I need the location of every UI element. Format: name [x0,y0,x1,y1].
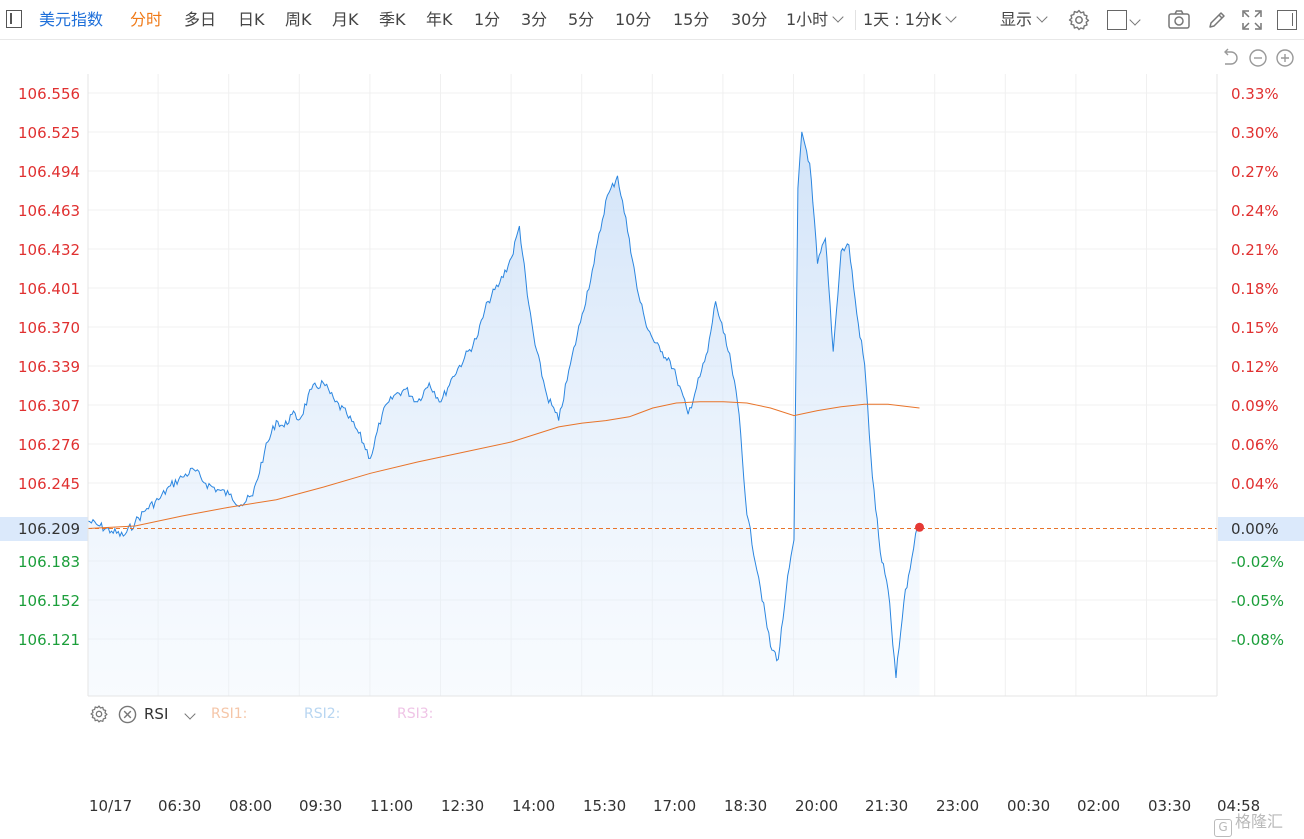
y-right-tick: 0.18% [1231,280,1279,298]
y-left-tick: 106.556 [18,85,81,103]
range-select[interactable]: 1天 : 1分K [863,0,958,40]
logo-icon: G [1214,819,1232,837]
last-price-dot [915,522,925,532]
rsi-label[interactable]: RSI [144,705,169,723]
current-price-marker-right [1218,517,1304,541]
y-right-tick: 0.21% [1231,241,1279,259]
y-right-tick: 0.33% [1231,85,1279,103]
x-tick: 08:00 [229,797,273,815]
x-tick: 12:30 [441,797,485,815]
rsi1-value: RSI1: [211,706,248,722]
tab-3min[interactable]: 3分 [521,10,548,29]
undo-icon[interactable] [1220,48,1240,68]
price-area-fill [88,131,920,696]
x-tick: 21:30 [865,797,909,815]
y-left-tick: 106.432 [18,241,81,259]
y-right-tick: 0.06% [1231,436,1279,454]
square-icon[interactable] [1107,10,1127,30]
watermark-text: 格隆汇 [1235,812,1284,831]
x-tick: 17:00 [653,797,697,815]
y-right-tick: 0.30% [1231,124,1279,142]
tab-yearly-k[interactable]: 年K [426,10,453,29]
settings-icon[interactable] [1067,8,1091,32]
tab-weekly-k[interactable]: 周K [285,10,312,29]
close-icon[interactable] [118,705,137,724]
range-select-label: 1天 : 1分K [863,10,942,29]
panel-icon[interactable] [1277,10,1297,30]
tab-daily-k[interactable]: 日K [238,10,265,29]
pencil-icon[interactable] [1206,9,1228,31]
current-price-label: 106.209 [18,520,81,538]
tab-intraday[interactable]: 分时 [130,10,163,29]
tab-30min[interactable]: 30分 [731,10,768,29]
x-tick: 14:00 [512,797,556,815]
x-tick: 09:30 [299,797,343,815]
x-tick: 04:58 [1217,797,1261,815]
price-line [87,131,920,678]
rsi3-value: RSI3: [397,706,434,722]
tab-5min[interactable]: 5分 [568,10,595,29]
camera-icon[interactable] [1167,9,1191,31]
average-price-line [87,401,920,529]
y-left-tick: 106.339 [18,358,81,376]
zoom-out-icon[interactable] [1248,48,1268,68]
divider [855,10,856,30]
display-select[interactable]: 显示 [1000,0,1048,40]
tab-quarterly-k[interactable]: 季K [379,10,406,29]
x-tick: 06:30 [158,797,202,815]
y-right-tick: -0.05% [1231,592,1285,610]
y-right-tick: 0.09% [1231,397,1279,415]
current-price-marker-left [0,517,88,541]
y-left-tick: 106.401 [18,280,81,298]
y-right-tick: -0.08% [1231,631,1285,649]
display-select-label: 显示 [1000,10,1033,29]
y-left-tick: 106.370 [18,319,81,337]
x-tick: 02:00 [1077,797,1121,815]
toolbar: 美元指数 分时 多日 日K 周K 月K 季K 年K 1分 3分 5分 10分 1… [0,0,1304,40]
tab-1min[interactable]: 1分 [474,10,501,29]
y-left-tick: 106.276 [18,436,81,454]
sidebar-toggle-icon[interactable] [6,10,22,28]
y-left-tick: 106.463 [18,202,81,220]
fullscreen-icon[interactable] [1241,9,1263,31]
rsi2-value: RSI2: [304,706,341,722]
interval-select[interactable]: 1小时 [786,0,844,40]
x-tick: 10/17 [89,797,133,815]
y-left-tick: 106.525 [18,124,81,142]
y-right-tick: 0.12% [1231,358,1279,376]
y-right-tick: 0.04% [1231,475,1279,493]
tab-15min[interactable]: 15分 [673,10,710,29]
zoom-in-icon[interactable] [1275,48,1295,68]
y-right-tick: 0.15% [1231,319,1279,337]
y-right-tick: -0.02% [1231,553,1285,571]
x-tick: 20:00 [795,797,839,815]
symbol-title[interactable]: 美元指数 [39,10,104,29]
x-tick: 11:00 [370,797,414,815]
y-left-tick: 106.121 [18,631,81,649]
current-change-label: 0.00% [1231,520,1279,538]
tab-monthly-k[interactable]: 月K [332,10,359,29]
y-left-tick: 106.494 [18,163,81,181]
x-tick: 00:30 [1007,797,1051,815]
x-tick: 18:30 [724,797,768,815]
x-tick: 15:30 [583,797,627,815]
y-right-tick: 0.27% [1231,163,1279,181]
y-left-tick: 106.245 [18,475,81,493]
x-tick: 03:30 [1148,797,1192,815]
watermark-logo: G 格隆汇 [1214,808,1283,837]
y-left-tick: 106.183 [18,553,81,571]
y-left-tick: 106.152 [18,592,81,610]
y-left-tick: 106.307 [18,397,81,415]
interval-select-label: 1小时 [786,10,829,29]
tab-multiday[interactable]: 多日 [184,10,217,29]
x-tick: 23:00 [936,797,980,815]
y-right-tick: 0.24% [1231,202,1279,220]
tab-10min[interactable]: 10分 [615,10,652,29]
gear-icon[interactable] [89,704,109,724]
